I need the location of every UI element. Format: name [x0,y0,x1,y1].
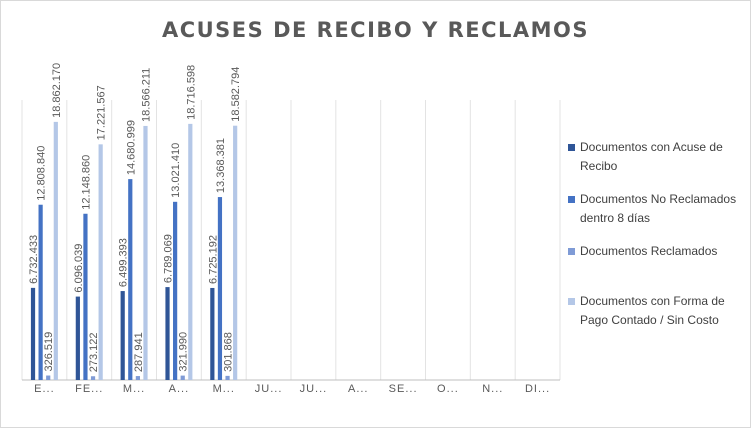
chart-title: ACUSES DE RECIBO Y RECLAMOS [161,18,590,42]
x-tick-label: DI... [525,383,550,395]
data-label: 6.732.433 [28,235,40,284]
data-label: 321.990 [178,332,190,372]
bar [38,204,43,380]
x-tick-label: E... [34,383,55,395]
bar [225,375,230,380]
x-tick-label: M... [123,383,145,395]
data-label: 326.519 [43,332,55,372]
x-tick-label: JU... [300,383,328,395]
data-label: 18.716.598 [185,65,197,120]
data-label: 6.789.069 [163,234,175,283]
data-label: 17.221.567 [96,85,108,140]
bar [233,125,238,380]
legend-label-pago-contado: Documentos con Forma de Pago Contado / S… [580,294,725,327]
bar [165,287,170,380]
x-tick-label: SE... [389,383,418,395]
data-label: 301.868 [223,332,235,372]
legend-swatch-reclamados [568,248,575,255]
bar [75,296,80,380]
bar [98,144,103,380]
x-tick-label: A... [348,383,369,395]
data-label: 18.582.794 [230,67,242,122]
x-tick-label: JU... [255,383,283,395]
data-label: 18.862.170 [51,63,63,118]
data-label: 6.725.192 [207,235,219,284]
data-label: 14.680.999 [125,120,137,175]
legend-swatch-no-reclamados [568,196,575,203]
bar [217,197,223,380]
bar [180,375,185,380]
data-label: 13.368.381 [215,138,227,193]
x-tick-label: O... [437,383,459,395]
x-tick-label: A... [169,383,190,395]
bar [53,121,58,380]
bar [30,287,36,380]
bar [83,213,88,380]
bar [173,201,178,380]
legend-label-no-reclamados: Documentos No Reclamados dentro 8 días [580,192,737,225]
legend-swatch-acuse-recibo [568,144,575,151]
data-label: 18.566.211 [140,68,152,122]
bar [120,291,125,380]
x-tick-label: FE... [75,383,103,395]
legend-swatch-pago-contado [568,298,575,305]
bar [210,287,215,380]
data-label: 6.096.039 [73,244,85,293]
bar [90,376,96,380]
data-label: 12.148.860 [80,155,92,210]
bar [188,123,193,380]
data-label: 6.499.393 [118,238,130,287]
legend-label-acuse-recibo: Documentos con Acuse de Recibo [580,140,723,173]
legend-label-reclamados: Documentos Reclamados [580,244,718,258]
bar [135,376,140,380]
x-tick-label: M... [213,383,235,395]
data-label: 287.941 [133,332,145,372]
bar [46,375,51,380]
bar [143,125,148,380]
x-tick-label: N... [482,383,503,395]
data-label: 13.021.410 [170,143,182,198]
data-label: 12.808.840 [36,146,48,201]
bar [128,179,133,380]
data-label: 273.122 [88,332,100,372]
